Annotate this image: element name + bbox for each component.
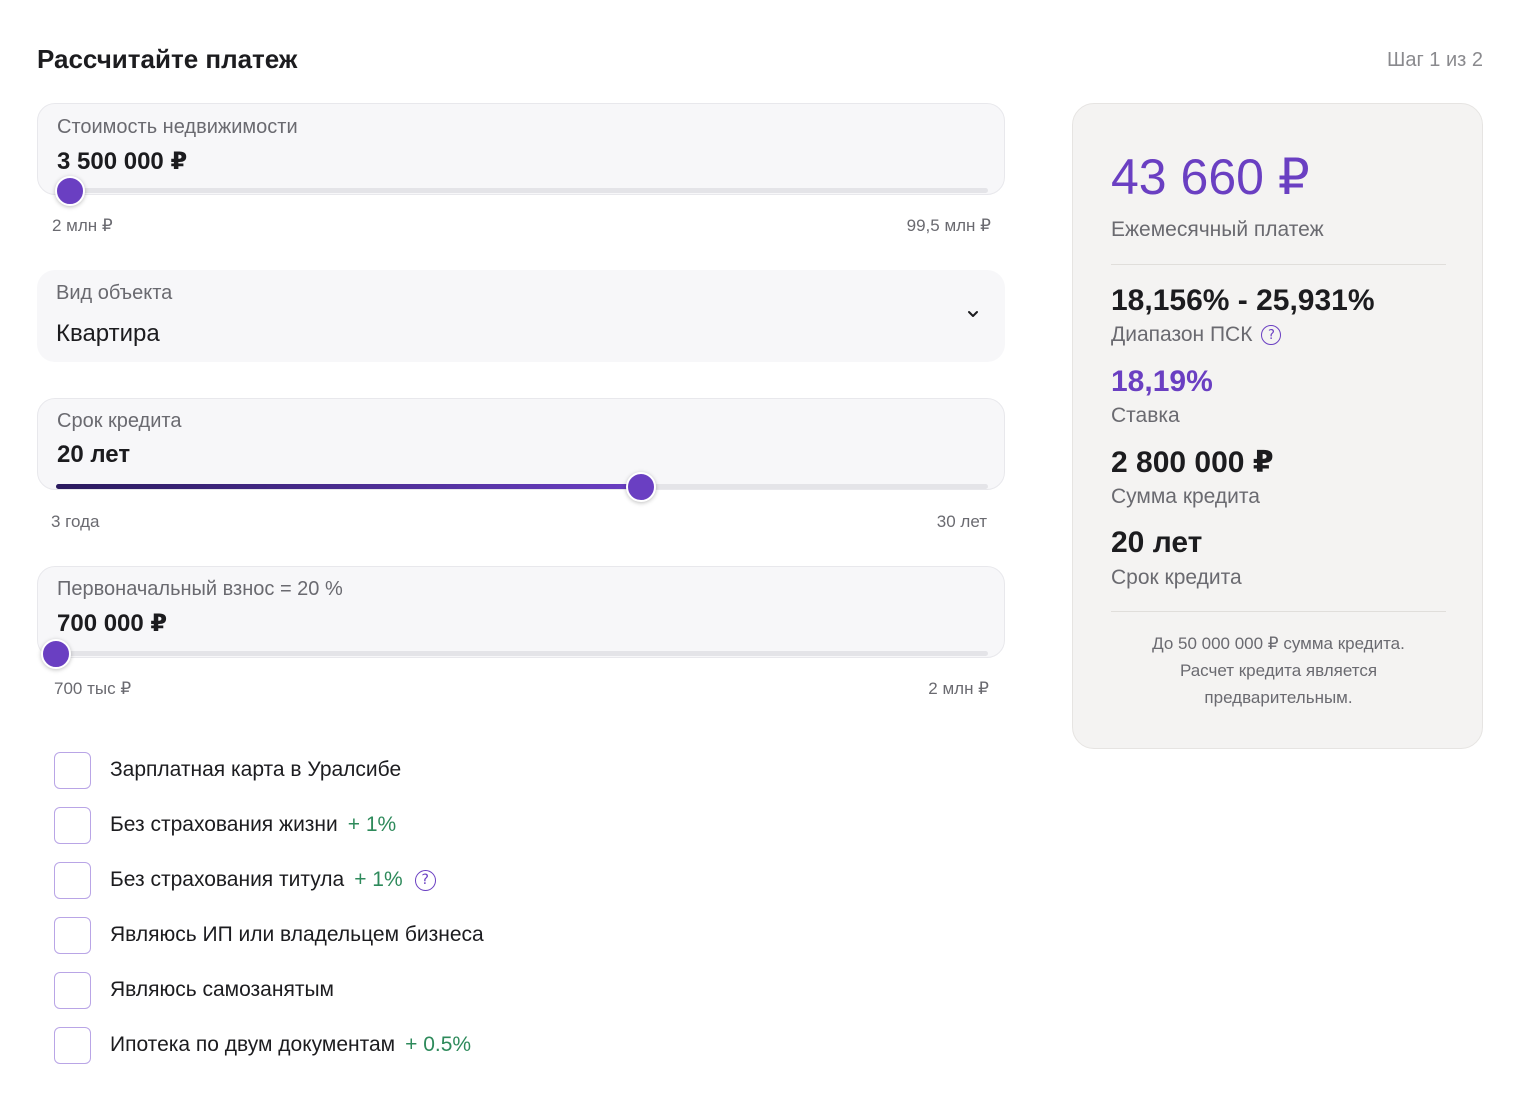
checkbox[interactable] — [54, 861, 91, 899]
checkbox[interactable] — [54, 916, 91, 954]
term-slider-fill — [56, 484, 641, 489]
checkbox[interactable] — [54, 1026, 91, 1064]
down-payment-max: 2 млн ₽ — [928, 679, 989, 698]
option-label: Зарплатная карта в Уралсибе — [110, 758, 402, 781]
psk-range-label-row: Диапазон ПСК ? — [1111, 323, 1282, 347]
note-line: Расчет кредита является — [1179, 661, 1378, 680]
option-no-life-insurance[interactable]: Без страхования жизни + 1% — [54, 806, 654, 844]
psk-range-label: Диапазон ПСК — [1111, 323, 1253, 346]
term-value[interactable]: 20 лет — [57, 441, 131, 468]
rate-value: 18,19% — [1111, 365, 1213, 398]
property-cost-slider-track[interactable] — [56, 188, 988, 193]
property-cost-label: Стоимость недвижимости — [57, 116, 298, 138]
down-payment-slider-handle[interactable] — [41, 639, 71, 669]
down-payment-label: Первоначальный взнос = 20 % — [57, 578, 343, 600]
help-icon[interactable]: ? — [414, 869, 436, 891]
monthly-payment-label: Ежемесячный платеж — [1111, 218, 1324, 241]
option-label: Являюсь самозанятым — [110, 978, 334, 1001]
option-two-documents[interactable]: Ипотека по двум документам + 0.5% — [54, 1026, 654, 1064]
loan-term-label: Срок кредита — [1111, 566, 1242, 589]
object-type-select[interactable]: Вид объекта Квартира — [37, 270, 1005, 362]
term-min: 3 года — [51, 512, 100, 531]
option-salary-card[interactable]: Зарплатная карта в Уралсибе — [54, 751, 654, 789]
term-max: 30 лет — [936, 512, 987, 531]
monthly-payment-value: 43 660 ₽ — [1111, 149, 1310, 205]
option-no-title-insurance[interactable]: Без страхования титула + 1% ? — [54, 861, 654, 899]
checkbox[interactable] — [54, 971, 91, 1009]
checkbox[interactable] — [54, 751, 91, 789]
object-type-value: Квартира — [56, 320, 160, 347]
option-label: Без страхования титула — [110, 868, 345, 891]
option-label: Без страхования жизни — [110, 813, 338, 836]
property-cost-slider-handle[interactable] — [54, 176, 85, 206]
property-cost-value[interactable]: 3 500 000 ₽ — [57, 148, 188, 175]
note-line: До 50 000 000 ₽ сумма кредита. — [1152, 634, 1405, 653]
loan-term-value: 20 лет — [1111, 526, 1203, 559]
option-label: Являюсь ИП или владельцем бизнеса — [110, 923, 484, 946]
property-cost-field[interactable]: Стоимость недвижимости 3 500 000 ₽ — [37, 103, 1005, 195]
term-label: Срок кредита — [57, 410, 182, 432]
disclaimer-note: До 50 000 000 ₽ сумма кредита. Расчет кр… — [1111, 630, 1446, 711]
summary-card: 43 660 ₽ Ежемесячный платеж 18,156% - 25… — [1072, 103, 1483, 749]
chevron-down-icon[interactable] — [967, 308, 979, 320]
divider — [1111, 611, 1446, 612]
loan-amount-label: Сумма кредита — [1111, 485, 1260, 508]
step-indicator: Шаг 1 из 2 — [1386, 49, 1483, 71]
option-rate-extra: + 0.5% — [405, 1033, 472, 1056]
note-line: предварительным. — [1204, 688, 1353, 707]
divider — [1111, 264, 1446, 265]
option-rate-extra: + 1% — [347, 813, 397, 836]
option-business-owner[interactable]: Являюсь ИП или владельцем бизнеса — [54, 916, 654, 954]
page-title: Рассчитайте платеж — [37, 44, 298, 74]
property-cost-max: 99,5 млн ₽ — [906, 216, 991, 235]
psk-range-value: 18,156% - 25,931% — [1111, 284, 1375, 317]
down-payment-slider-track[interactable] — [56, 651, 988, 656]
term-field[interactable]: Срок кредита 20 лет — [37, 398, 1005, 490]
down-payment-value[interactable]: 700 000 ₽ — [57, 610, 168, 637]
down-payment-min: 700 тыс ₽ — [54, 679, 132, 698]
help-icon[interactable]: ? — [1261, 325, 1282, 345]
rate-label: Ставка — [1111, 404, 1180, 427]
option-label: Ипотека по двум документам — [110, 1033, 396, 1056]
checkbox[interactable] — [54, 806, 91, 844]
object-type-label: Вид объекта — [56, 282, 173, 304]
term-slider-track[interactable] — [56, 484, 988, 489]
option-rate-extra: + 1% — [354, 868, 403, 891]
property-cost-min: 2 млн ₽ — [52, 216, 113, 235]
down-payment-field[interactable]: Первоначальный взнос = 20 % 700 000 ₽ — [37, 566, 1005, 658]
term-slider-handle[interactable] — [625, 472, 656, 502]
loan-amount-value: 2 800 000 ₽ — [1111, 446, 1274, 479]
option-self-employed[interactable]: Являюсь самозанятым — [54, 971, 654, 1009]
